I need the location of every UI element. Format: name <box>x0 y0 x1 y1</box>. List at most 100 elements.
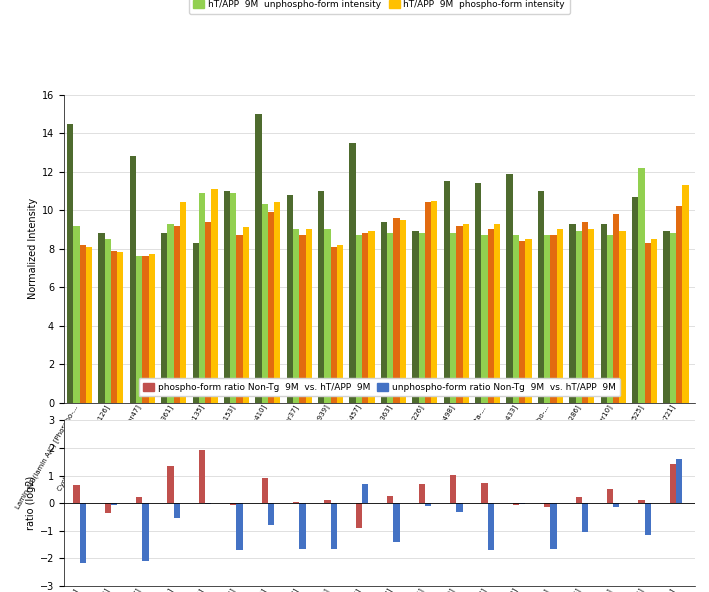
Bar <box>488 503 494 549</box>
Bar <box>576 497 582 503</box>
Bar <box>105 503 111 513</box>
Bar <box>356 503 362 528</box>
Bar <box>513 503 519 504</box>
Bar <box>387 496 393 503</box>
Bar <box>205 221 211 403</box>
Bar <box>67 124 73 403</box>
Bar <box>387 233 393 403</box>
Bar <box>525 239 532 403</box>
Bar <box>193 243 199 403</box>
Bar <box>362 233 369 403</box>
Bar <box>117 252 123 403</box>
Bar <box>174 503 180 519</box>
Bar <box>456 226 462 403</box>
Bar <box>230 503 237 504</box>
Bar <box>381 221 387 403</box>
Bar <box>644 503 651 535</box>
Bar <box>506 173 513 403</box>
Bar <box>557 229 563 403</box>
Bar <box>136 256 143 403</box>
Legend: Non-Tg  9M  unphospho-form intensity, hT/APP  9M  unphospho-form intensity, Non-: Non-Tg 9M unphospho-form intensity, hT/A… <box>189 0 570 14</box>
Bar <box>262 478 268 503</box>
Bar <box>330 247 337 403</box>
Bar <box>644 243 651 403</box>
Bar <box>86 247 92 403</box>
Bar <box>676 207 682 403</box>
Bar <box>293 502 299 503</box>
Bar <box>513 235 519 403</box>
Bar <box>418 484 425 503</box>
Bar <box>638 168 644 403</box>
Legend: phospho-form ratio Non-Tg  9M  vs. hT/APP  9M, unphospho-form ratio Non-Tg  9M  : phospho-form ratio Non-Tg 9M vs. hT/APP … <box>139 378 620 397</box>
Bar <box>286 195 293 403</box>
Bar <box>607 490 613 503</box>
Bar <box>237 503 242 550</box>
Bar <box>456 503 462 512</box>
Bar <box>299 235 306 403</box>
Bar <box>242 227 249 403</box>
Bar <box>450 233 456 403</box>
Bar <box>400 220 406 403</box>
Bar <box>224 191 230 403</box>
Bar <box>450 475 456 503</box>
Bar <box>369 231 374 403</box>
Bar <box>174 226 180 403</box>
Bar <box>582 221 588 403</box>
Bar <box>306 229 312 403</box>
Bar <box>431 201 437 403</box>
Bar <box>79 245 86 403</box>
Bar <box>274 202 281 403</box>
Bar <box>268 212 274 403</box>
Bar <box>670 233 676 403</box>
Bar <box>143 256 149 403</box>
Bar <box>682 185 688 403</box>
Bar <box>293 229 299 403</box>
Bar <box>237 235 242 403</box>
Bar <box>143 503 149 561</box>
Bar <box>180 202 186 403</box>
Bar <box>576 231 582 403</box>
Bar <box>362 484 369 503</box>
Bar <box>350 143 356 403</box>
Bar <box>632 197 638 403</box>
Bar <box>544 503 550 507</box>
Bar <box>255 114 262 403</box>
Bar <box>111 503 117 504</box>
Bar <box>550 503 557 549</box>
Bar <box>519 241 525 403</box>
Bar <box>651 239 657 403</box>
Bar <box>211 189 218 403</box>
Bar <box>149 255 155 403</box>
Bar <box>262 204 268 403</box>
Bar <box>136 497 143 503</box>
Bar <box>79 503 86 562</box>
Y-axis label: Normalized Intensity: Normalized Intensity <box>28 198 38 299</box>
Bar <box>318 191 325 403</box>
Y-axis label: ratio (log2): ratio (log2) <box>26 476 35 530</box>
Bar <box>481 235 488 403</box>
Bar <box>299 503 306 549</box>
Bar <box>582 503 588 532</box>
Bar <box>418 233 425 403</box>
Bar <box>569 224 576 403</box>
Bar <box>620 231 626 403</box>
Bar <box>111 250 117 403</box>
Bar <box>130 156 136 403</box>
Bar <box>607 235 613 403</box>
Bar <box>475 183 481 403</box>
Bar <box>73 226 79 403</box>
Bar <box>601 224 607 403</box>
Bar <box>199 193 205 403</box>
Bar <box>105 239 111 403</box>
Bar <box>167 224 174 403</box>
Bar <box>488 229 494 403</box>
Bar <box>393 218 400 403</box>
Bar <box>481 483 488 503</box>
Bar <box>544 235 550 403</box>
Bar <box>99 233 105 403</box>
Bar <box>425 503 431 506</box>
Bar <box>550 235 557 403</box>
Bar <box>670 464 676 503</box>
Bar <box>337 245 343 403</box>
Bar <box>519 503 525 504</box>
